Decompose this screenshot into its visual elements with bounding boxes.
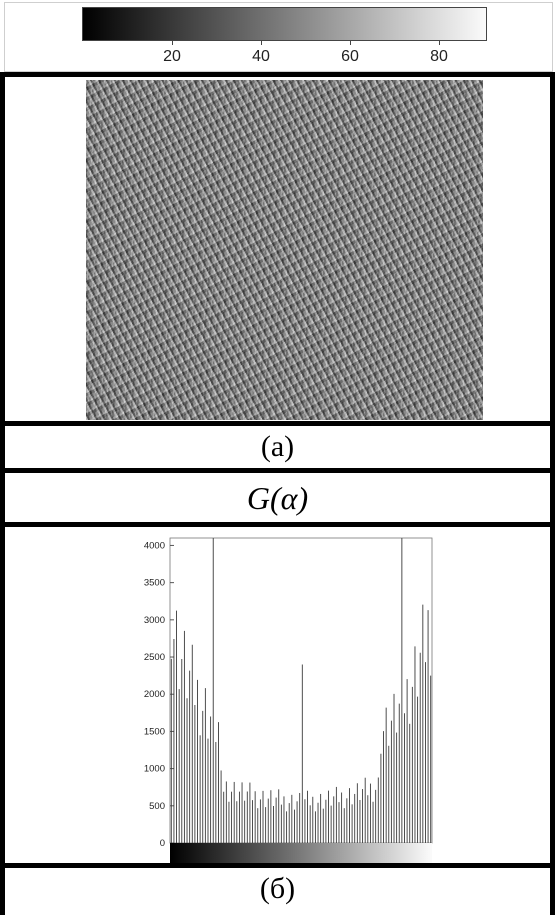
y-tick-label: 1500 xyxy=(144,726,165,737)
caption-a: (a) xyxy=(260,430,295,463)
histogram-panel xyxy=(0,527,555,863)
colorbar-tick xyxy=(439,41,440,45)
histogram-axes-box xyxy=(169,537,433,844)
y-tick-label: 4000 xyxy=(144,540,165,551)
y-tick-label: 3000 xyxy=(144,615,165,626)
y-tick-label: 2500 xyxy=(144,652,165,663)
surface-texture-image xyxy=(86,80,483,420)
colorbar-panel: 20 40 60 80 xyxy=(0,0,555,75)
colorbar-tick xyxy=(350,41,351,45)
y-tick-label: 3500 xyxy=(144,578,165,589)
y-tick-label: 2000 xyxy=(144,689,165,700)
histogram-colorbar xyxy=(170,843,432,863)
frame-rule xyxy=(0,468,555,473)
colorbar-tick xyxy=(261,41,262,45)
frame-rule xyxy=(0,72,555,77)
frame-rule xyxy=(0,522,555,527)
y-tick-label: 1000 xyxy=(144,764,165,775)
caption-b: (б) xyxy=(259,872,296,905)
caption-panel-g xyxy=(0,473,555,523)
colorbar-tick-label: 40 xyxy=(252,48,270,65)
colorbar-border xyxy=(4,2,553,72)
frame-rule xyxy=(0,421,555,426)
frame-rule xyxy=(0,863,555,868)
caption-panel-b xyxy=(0,868,555,915)
colorbar-tick-label: 20 xyxy=(163,48,181,65)
caption-g-alpha: G(α) xyxy=(246,480,309,516)
y-tick-label: 500 xyxy=(149,801,165,812)
y-tick-label: 0 xyxy=(160,838,165,849)
colorbar-tick-label: 80 xyxy=(430,48,448,65)
histogram-chart: 0 500 1000 1500 2000 2500 3000 3500 4000 xyxy=(144,537,433,863)
colorbar-tick-label: 60 xyxy=(341,48,359,65)
colorbar-tick xyxy=(172,41,173,45)
caption-panel-a xyxy=(0,426,555,468)
grayscale-colorbar xyxy=(82,7,487,41)
